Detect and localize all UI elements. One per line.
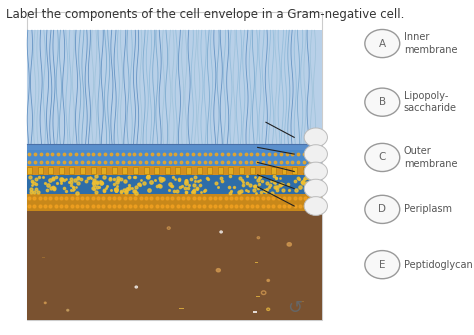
Text: Inner
membrane: Inner membrane <box>404 32 457 55</box>
Bar <box>101 167 106 174</box>
Text: Peptidoglycan: Peptidoglycan <box>404 260 473 270</box>
Bar <box>133 167 138 174</box>
Bar <box>228 167 234 174</box>
Circle shape <box>365 88 400 116</box>
Bar <box>271 167 276 174</box>
Text: C: C <box>379 152 386 162</box>
Circle shape <box>365 143 400 172</box>
Bar <box>303 167 308 174</box>
Bar <box>144 167 149 174</box>
Circle shape <box>304 162 328 181</box>
Bar <box>122 167 128 174</box>
Bar <box>255 296 260 297</box>
Text: Periplasm: Periplasm <box>404 204 452 214</box>
Bar <box>255 262 258 263</box>
Circle shape <box>216 269 220 272</box>
Circle shape <box>304 179 328 198</box>
Circle shape <box>67 310 69 311</box>
Bar <box>27 30 322 144</box>
Bar <box>27 210 322 320</box>
Bar <box>313 167 319 174</box>
Bar <box>299 300 304 302</box>
Bar <box>218 167 223 174</box>
Bar <box>197 167 201 174</box>
Bar <box>27 167 32 174</box>
Bar <box>239 167 244 174</box>
Bar <box>207 167 212 174</box>
Bar <box>260 167 265 174</box>
Bar <box>154 167 159 174</box>
Circle shape <box>267 279 269 281</box>
Bar <box>69 167 74 174</box>
Text: D: D <box>378 204 386 214</box>
Text: Label the components of the cell envelope in a Gram-negative cell.: Label the components of the cell envelop… <box>6 8 405 21</box>
Bar <box>201 260 203 261</box>
Bar <box>175 167 181 174</box>
Bar <box>91 167 96 174</box>
Bar <box>59 167 64 174</box>
Circle shape <box>287 243 292 246</box>
Bar <box>27 194 322 210</box>
Bar <box>37 167 43 174</box>
Circle shape <box>365 195 400 223</box>
Bar <box>292 167 297 174</box>
Text: E: E <box>379 260 385 270</box>
Circle shape <box>304 197 328 215</box>
Bar <box>27 150 322 166</box>
Text: Lipopoly-
saccharide: Lipopoly- saccharide <box>404 91 457 113</box>
Bar <box>80 167 85 174</box>
Bar <box>27 166 322 175</box>
Text: B: B <box>379 97 386 107</box>
Bar <box>112 167 117 174</box>
Circle shape <box>365 29 400 58</box>
Bar <box>27 175 322 194</box>
Bar <box>282 167 286 174</box>
Bar <box>27 144 322 150</box>
Circle shape <box>45 302 46 304</box>
Bar <box>250 167 255 174</box>
Circle shape <box>365 251 400 279</box>
Circle shape <box>304 145 328 163</box>
Text: A: A <box>379 39 386 49</box>
Bar <box>42 257 45 258</box>
Bar <box>27 12 322 320</box>
Bar <box>165 167 170 174</box>
Text: ↺: ↺ <box>287 299 302 317</box>
Bar <box>253 311 257 313</box>
Text: Outer
membrane: Outer membrane <box>404 146 457 169</box>
Circle shape <box>304 128 328 147</box>
Bar <box>186 167 191 174</box>
Bar <box>180 308 184 309</box>
Bar <box>48 167 53 174</box>
